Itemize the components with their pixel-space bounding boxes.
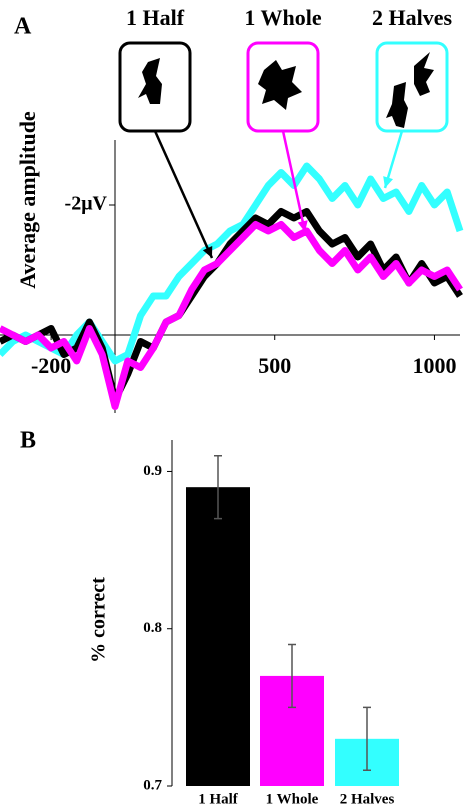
legend-shape <box>138 58 162 104</box>
error-bar <box>214 454 222 520</box>
legend-arrowhead <box>297 220 308 232</box>
legend-arrow <box>281 130 307 233</box>
line-series <box>0 208 463 404</box>
bar <box>186 487 250 786</box>
x-tick-label: 1 Half <box>198 791 239 807</box>
x-tick-label: 1 Whole <box>266 791 319 807</box>
y-tick-label: -2μV <box>65 193 108 215</box>
x-tick-label: 1000 <box>412 353 456 378</box>
panel-label: B <box>20 428 36 454</box>
legend-arrowhead <box>383 176 394 188</box>
y-tick-label: 0.9 <box>143 463 162 479</box>
error-bar <box>288 643 296 709</box>
legend-shape <box>386 82 408 128</box>
x-tick-label: 2 Halves <box>340 791 395 807</box>
line-series <box>0 221 463 410</box>
error-bar <box>363 706 371 772</box>
legend-arrowhead <box>202 246 213 258</box>
legend-shape <box>258 60 302 110</box>
legend-label: 1 Whole <box>244 5 321 30</box>
y-tick-label: 0.7 <box>143 777 162 793</box>
y-tick-label: 0.8 <box>143 620 162 636</box>
y-axis-label: % correct <box>88 577 110 663</box>
panel-label: A <box>14 14 32 40</box>
y-axis-label: Average amplitude <box>15 111 40 289</box>
legend-label: 2 Halves <box>372 5 452 30</box>
legend-label: 1 Half <box>126 5 185 30</box>
legend-shape <box>414 52 434 96</box>
x-tick-label: 500 <box>258 353 291 378</box>
legend-box <box>375 41 449 133</box>
line-series <box>0 162 464 365</box>
legend-arrow <box>153 130 214 259</box>
